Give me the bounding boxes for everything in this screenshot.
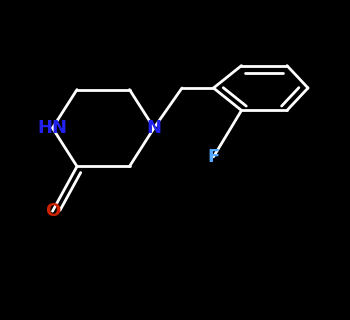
Text: O: O <box>45 202 60 220</box>
Text: F: F <box>207 148 220 166</box>
Text: N: N <box>147 119 161 137</box>
Text: HN: HN <box>37 119 68 137</box>
